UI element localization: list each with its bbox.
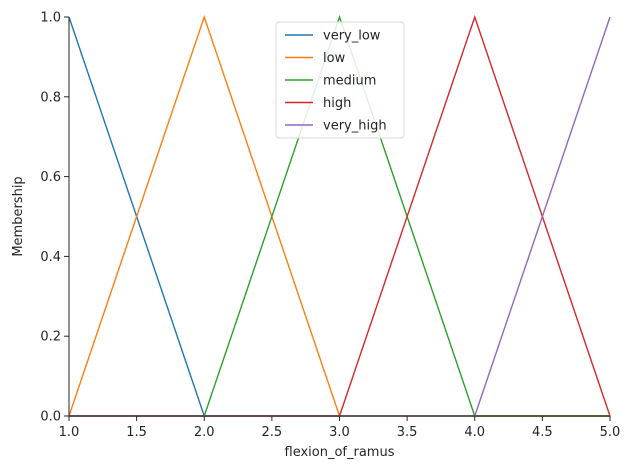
x-tick-label: 3.5 [397,425,418,440]
legend-label-low: low [323,51,346,66]
x-tick-label: 4.5 [532,425,553,440]
x-axis-ticks: 1.0 1.5 2.0 2.5 3.0 3.5 4.0 4.5 5.0 [59,416,621,440]
x-tick-label: 2.5 [262,425,283,440]
x-tick-label: 1.0 [59,425,80,440]
y-tick-label: 0.4 [40,250,61,265]
legend-label-very-low: very_low [323,29,381,44]
x-tick-label: 5.0 [600,425,621,440]
y-tick-label: 0.2 [40,330,61,345]
x-tick-label: 4.0 [464,425,485,440]
x-axis-label: flexion_of_ramus [285,445,395,460]
legend-label-medium: medium [323,74,376,89]
x-tick-label: 1.5 [126,425,147,440]
legend-box [275,21,405,139]
legend-label-high: high [323,96,351,111]
y-tick-label: 1.0 [40,11,61,26]
x-tick-label: 3.0 [329,425,350,440]
y-tick-label: 0.8 [40,90,61,105]
y-tick-label: 0.0 [40,410,61,425]
x-tick-label: 2.0 [194,425,215,440]
legend-label-very-high: very_high [323,119,387,134]
y-tick-label: 0.6 [40,170,61,185]
y-axis-label: Membership [11,176,26,256]
y-axis-ticks: 0.0 0.2 0.4 0.6 0.8 1.0 [40,11,69,425]
